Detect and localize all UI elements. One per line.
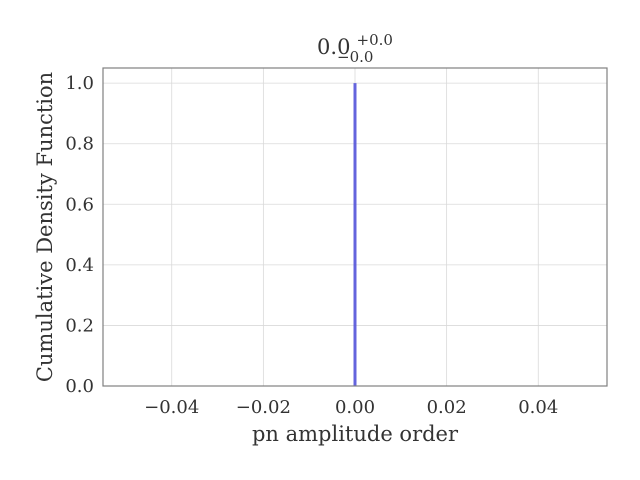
x-axis-ticks: −0.04 −0.02 0.00 0.02 0.04 [144,397,558,418]
y-axis-label: Cumulative Density Function [33,72,57,382]
y-tick-label: 1.0 [65,73,94,94]
y-tick-label: 0.0 [65,376,94,397]
x-tick-label: −0.02 [236,397,291,418]
y-tick-label: 0.2 [65,315,94,336]
y-tick-label: 0.8 [65,134,94,155]
x-tick-label: −0.04 [144,397,199,418]
title-subscript: −0.0 [337,48,373,66]
x-axis-label: pn amplitude order [252,422,459,446]
chart-title: 0.0 +0.0 [317,31,393,59]
y-axis-ticks: 0.0 0.2 0.4 0.6 0.8 1.0 [65,73,94,397]
title-superscript: +0.0 [357,31,393,49]
plot-area-frame [102,67,608,387]
title-base: 0.0 [317,35,350,59]
x-tick-label: 0.00 [335,397,375,418]
y-tick-label: 0.6 [65,194,94,215]
x-tick-label: 0.02 [427,397,467,418]
x-tick-label: 0.04 [518,397,558,418]
y-tick-label: 0.4 [65,255,94,276]
